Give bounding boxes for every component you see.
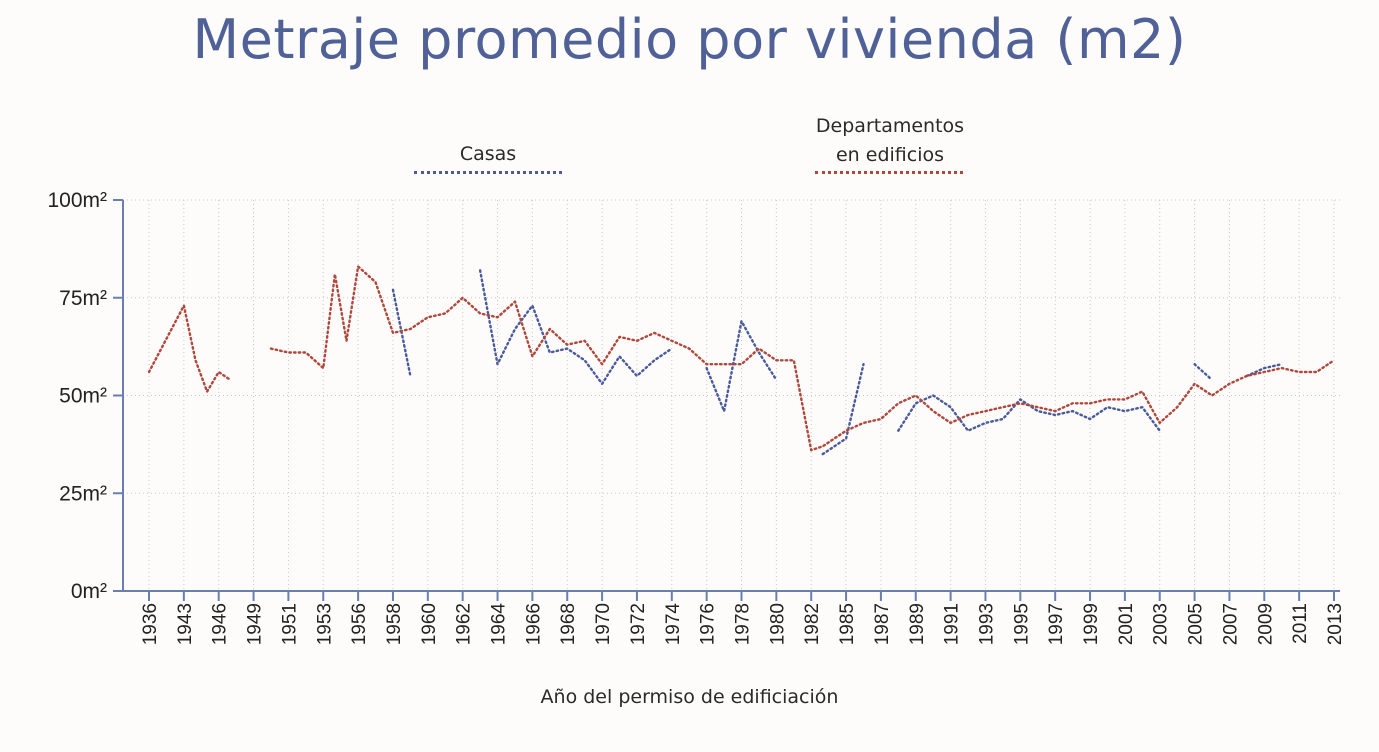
series-layer	[147, 265, 1336, 456]
axis-layer	[113, 199, 1340, 601]
series-line-departamentos-segment-1	[269, 265, 1336, 452]
x-tick-label: 1972	[628, 603, 649, 645]
x-tick-label: 1968	[558, 603, 579, 645]
legend-casas-label: Casas	[459, 143, 517, 165]
chart-title: Metraje promedio por vivienda (m2)	[192, 8, 1187, 71]
x-tick-label: 1953	[314, 603, 335, 645]
x-tick-label: 1982	[802, 603, 823, 645]
x-tick-label: 1958	[384, 603, 405, 645]
x-tick-label: 1976	[698, 603, 719, 645]
x-tick-label: 1991	[942, 603, 963, 645]
x-tick-label: 1943	[175, 603, 196, 645]
x-tick-label: 1951	[279, 603, 300, 645]
x-tick-label: 1999	[1081, 603, 1102, 645]
legend-casas-swatch	[414, 171, 562, 174]
legend-departamentos-label: Departamentos en edificios	[815, 115, 965, 166]
x-tick-label: 2003	[1151, 603, 1172, 645]
x-tick-label: 1995	[1011, 603, 1032, 645]
x-tick-label: 1989	[907, 603, 928, 645]
y-tick-label: 50m²	[59, 385, 107, 408]
x-tick-label: 1993	[976, 603, 997, 645]
y-tick-label: 75m²	[59, 287, 107, 310]
y-tick-label: 100m²	[47, 189, 107, 212]
x-tick-label: 1936	[140, 603, 161, 645]
x-tick-label: 2009	[1255, 603, 1276, 645]
x-tick-label: 1964	[489, 603, 510, 646]
series-line-casas-segment-2	[705, 320, 778, 413]
x-axis-title: Año del permiso de edificiación	[540, 686, 839, 708]
x-tick-label: 2011	[1290, 603, 1311, 644]
legend-departamentos-swatch	[815, 171, 963, 174]
series-line-casas-segment-0	[391, 288, 412, 378]
series-line-casas-segment-3	[821, 363, 865, 456]
x-tick-label: 1960	[419, 603, 440, 645]
tick-label-layer: 0m² 25m² 50m² 75m² 100m² 1936 1943 1946 1949 1951…	[47, 189, 1346, 645]
x-tick-label: 1980	[767, 603, 788, 645]
x-tick-label: 2013	[1325, 603, 1346, 645]
series-line-casas-segment-4	[897, 394, 1161, 432]
x-tick-label: 2005	[1186, 603, 1207, 645]
x-tick-label: 1966	[523, 603, 544, 645]
series-line-casas-segment-5	[1193, 363, 1214, 382]
x-tick-label: 2007	[1220, 603, 1241, 645]
y-tick-label: 25m²	[59, 482, 107, 505]
x-tick-label: 1956	[349, 603, 370, 645]
x-tick-label: 1978	[733, 603, 754, 645]
x-tick-label: 1987	[872, 603, 893, 645]
series-line-departamentos-segment-0	[147, 304, 232, 393]
series-line-casas-segment-6	[1245, 363, 1283, 378]
x-tick-label: 1997	[1046, 603, 1067, 645]
y-tick-label: 0m²	[71, 580, 107, 603]
x-tick-label: 2001	[1116, 603, 1137, 645]
series-line-casas-segment-1	[478, 269, 673, 385]
x-tick-label: 1974	[663, 603, 684, 646]
x-tick-label: 1946	[210, 603, 231, 645]
x-tick-label: 1962	[454, 603, 475, 645]
x-tick-label: 1970	[593, 603, 614, 645]
x-tick-label: 1985	[837, 603, 858, 645]
grid-layer	[123, 199, 1340, 591]
x-tick-label: 1949	[245, 603, 266, 645]
